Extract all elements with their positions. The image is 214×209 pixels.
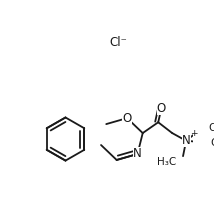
Text: N: N xyxy=(133,148,142,161)
Text: CH₃: CH₃ xyxy=(210,138,214,148)
Text: +: + xyxy=(190,129,198,138)
Text: H₃C: H₃C xyxy=(157,157,176,167)
Text: O: O xyxy=(122,112,132,125)
Text: Cl⁻: Cl⁻ xyxy=(109,36,127,48)
Text: O: O xyxy=(157,102,166,115)
Text: CH₃: CH₃ xyxy=(209,123,214,133)
Text: N: N xyxy=(182,134,190,147)
